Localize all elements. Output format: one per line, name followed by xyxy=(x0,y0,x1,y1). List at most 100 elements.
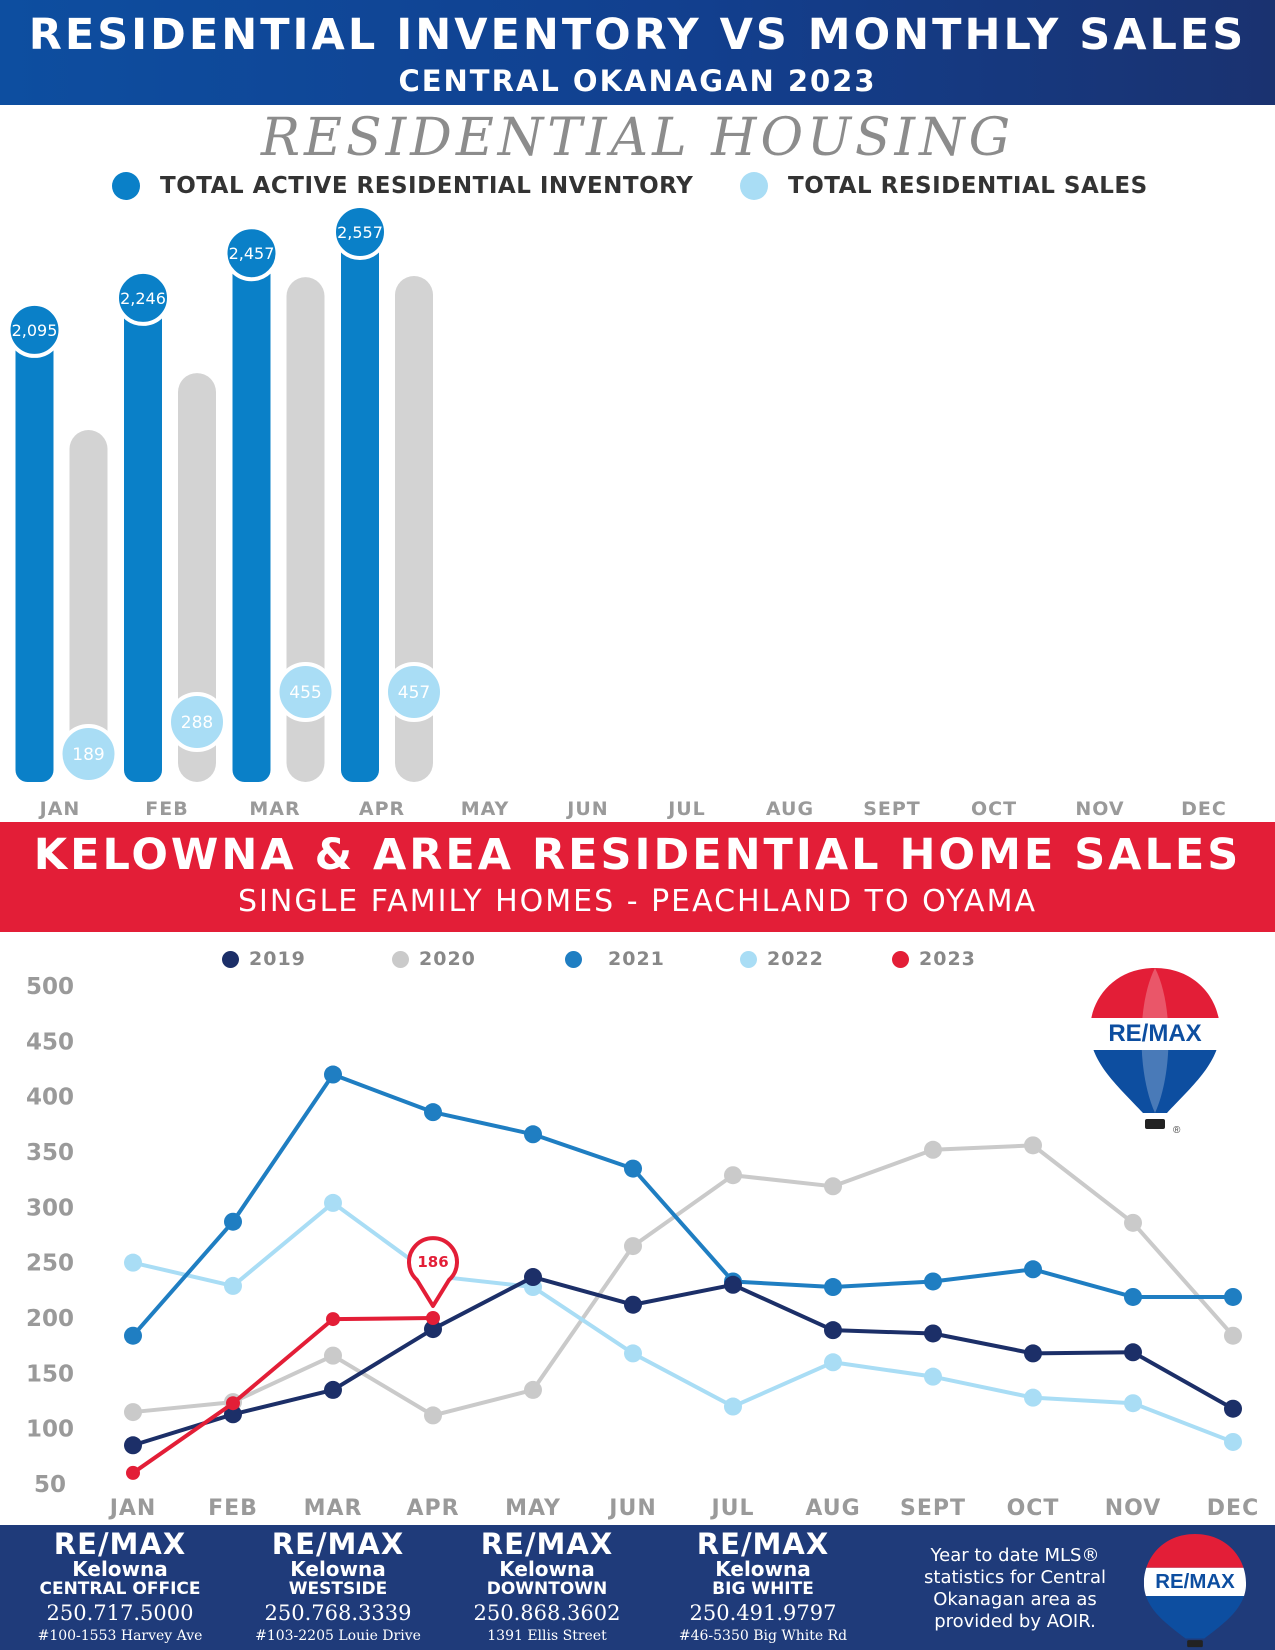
y-tick-label-300: 300 xyxy=(26,1195,74,1221)
series-line-2020 xyxy=(132,1143,1235,1418)
legend-2023-dot xyxy=(892,950,909,968)
legend-2020: 2020 xyxy=(392,948,476,970)
x-tick-label-dec: DEC xyxy=(1207,1496,1259,1521)
point-2023-jan xyxy=(126,1465,140,1480)
legend-2019-dot xyxy=(222,950,239,968)
point-2022-jan xyxy=(124,1253,142,1272)
sales-bar-apr xyxy=(395,276,433,782)
office-branch: BIG WHITE xyxy=(712,1579,814,1599)
legend-2022-dot xyxy=(740,950,757,968)
sales-value-label-apr: 457 xyxy=(398,683,430,703)
office-central: RE/MAX Kelowna CENTRAL OFFICE 250.717.50… xyxy=(10,1529,230,1644)
office-city: Kelowna xyxy=(499,1557,595,1581)
page-title: RESIDENTIAL INVENTORY VS MONTHLY SALES xyxy=(28,10,1247,60)
point-2022-sept xyxy=(924,1367,942,1386)
legend-2021-label: 2021 xyxy=(608,948,665,970)
point-2022-jun xyxy=(624,1344,642,1363)
inventory-vs-sales-bar-chart: JAN FEB MAR APR MAY JUN JUL AUG SEPT OCT NOV DEC 2,0… xyxy=(6,204,1227,820)
point-2020-dec xyxy=(1224,1326,1242,1345)
office-branch: CENTRAL OFFICE xyxy=(39,1579,201,1599)
inventory-value-label-jan: 2,095 xyxy=(12,321,58,340)
x-tick-label-sept: SEPT xyxy=(900,1496,966,1521)
sales-section-title: KELOWNA & AREA RESIDENTIAL HOME SALES xyxy=(33,830,1242,880)
sales-label-circle-mar xyxy=(275,662,336,722)
office-big-white: RE/MAX Kelowna BIG WHITE 250.491.9797 #4… xyxy=(653,1529,873,1644)
point-2022-apr xyxy=(424,1266,442,1285)
legend-inventory-label: TOTAL ACTIVE RESIDENTIAL INVENTORY xyxy=(160,173,694,199)
point-2020-apr xyxy=(424,1406,442,1425)
section-title-residential-housing: RESIDENTIAL HOUSING xyxy=(260,108,1015,168)
x-tick-label-jul: JUL xyxy=(666,798,706,820)
legend-inventory: TOTAL ACTIVE RESIDENTIAL INVENTORY xyxy=(112,172,693,200)
inventory-bar-apr xyxy=(341,240,379,782)
legend-2019-label: 2019 xyxy=(249,948,306,970)
inventory-label-circle-apr xyxy=(332,204,388,260)
x-tick-label-oct: OCT xyxy=(971,798,1017,820)
point-2022-feb xyxy=(224,1276,242,1295)
x-tick-label-aug: AUG xyxy=(766,798,814,820)
office-city: Kelowna xyxy=(72,1557,168,1581)
point-2020-nov xyxy=(1124,1213,1142,1232)
page-subtitle: CENTRAL OKANAGAN 2023 xyxy=(398,64,877,98)
x-tick-label-aug: AUG xyxy=(805,1496,860,1521)
office-branch: WESTSIDE xyxy=(288,1579,388,1599)
x-tick-label-jan: JAN xyxy=(38,798,81,820)
office-city: Kelowna xyxy=(715,1557,811,1581)
x-tick-label-dec: DEC xyxy=(1181,798,1227,820)
office-branch: DOWNTOWN xyxy=(486,1579,608,1599)
point-2022-jul xyxy=(724,1397,742,1416)
x-tick-label-nov: NOV xyxy=(1075,798,1124,820)
y-tick-label-350: 350 xyxy=(26,1140,74,1166)
point-2019-feb xyxy=(224,1405,242,1424)
point-2020-oct xyxy=(1024,1136,1042,1155)
point-2020-may xyxy=(524,1380,542,1399)
sales-bar-jan xyxy=(69,430,108,782)
sales-label-circle-apr xyxy=(384,662,444,722)
legend-2021-dot xyxy=(565,950,582,968)
y-tick-label-250: 250 xyxy=(26,1251,74,1277)
office-westside: RE/MAX Kelowna WESTSIDE 250.768.3339 #10… xyxy=(228,1529,448,1644)
legend-inventory-dot xyxy=(112,172,140,200)
annotation-pin xyxy=(407,1236,459,1308)
x-tick-label-feb: FEB xyxy=(208,1496,258,1521)
x-tick-label-feb: FEB xyxy=(145,798,188,820)
inventory-bar-mar xyxy=(232,261,271,782)
point-2022-may xyxy=(524,1278,542,1297)
annotation-label: 186 xyxy=(417,1253,448,1271)
point-2019-jul xyxy=(724,1275,742,1294)
office-brand: RE/MAX xyxy=(271,1527,405,1561)
point-2020-jan xyxy=(124,1403,142,1422)
inventory-label-circle-jan xyxy=(6,301,63,358)
point-2020-aug xyxy=(824,1177,842,1196)
office-brand: RE/MAX xyxy=(696,1527,830,1561)
point-2022-dec xyxy=(1224,1432,1242,1451)
series-line-2019 xyxy=(132,1275,1234,1448)
x-tick-label-apr: APR xyxy=(359,798,405,820)
y-tick-label-200: 200 xyxy=(26,1306,74,1332)
y-tick-label-100: 100 xyxy=(26,1417,74,1443)
sales-bar-feb xyxy=(178,373,216,782)
point-2021-dec xyxy=(1224,1287,1242,1306)
legend-sales: TOTAL RESIDENTIAL SALES xyxy=(740,172,1148,200)
x-tick-label-apr: APR xyxy=(406,1496,459,1521)
x-tick-label-may: MAY xyxy=(461,798,510,820)
point-2023-mar xyxy=(326,1312,340,1327)
office-address: #100-1553 Harvey Ave xyxy=(37,1628,203,1644)
point-2022-nov xyxy=(1124,1394,1142,1413)
top-banner: RESIDENTIAL INVENTORY VS MONTHLY SALES C… xyxy=(0,0,1275,105)
office-address: #103-2205 Louie Drive xyxy=(255,1628,421,1644)
point-2019-dec xyxy=(1224,1399,1242,1418)
x-tick-label-jun: JUN xyxy=(565,798,608,820)
office-phone: 250.491.9797 xyxy=(689,1601,837,1625)
remax-balloon-small-logo: RE/MAX xyxy=(1143,1534,1247,1648)
office-downtown: RE/MAX Kelowna DOWNTOWN 250.868.3602 139… xyxy=(437,1529,657,1644)
point-2020-jun xyxy=(624,1237,642,1256)
legend-2020-dot xyxy=(392,950,409,968)
footer-note: Year to date MLS® statistics for Central… xyxy=(924,1545,1106,1632)
sales-section-subtitle: SINGLE FAMILY HOMES - PEACHLAND TO OYAMA xyxy=(237,884,1037,919)
point-2019-apr xyxy=(424,1320,442,1339)
point-2021-oct xyxy=(1024,1260,1042,1279)
point-2021-feb xyxy=(224,1212,242,1231)
series-line-2021 xyxy=(131,1072,1233,1338)
point-2022-oct xyxy=(1024,1388,1042,1407)
